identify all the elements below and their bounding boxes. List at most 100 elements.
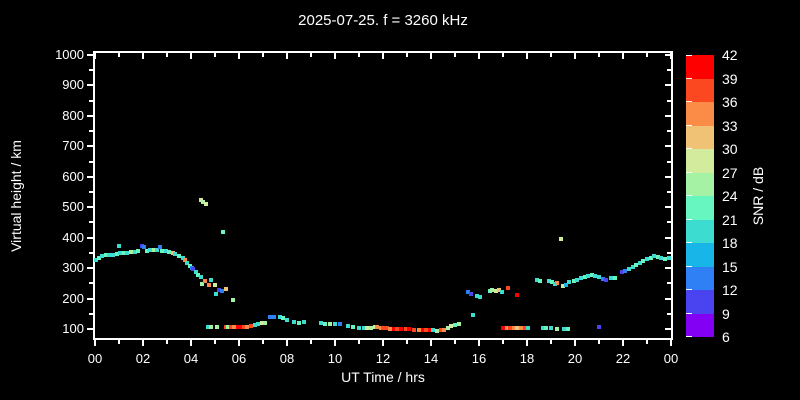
data-point	[399, 327, 403, 332]
data-point	[333, 321, 337, 326]
data-point	[575, 277, 580, 282]
data-point	[493, 288, 498, 293]
data-point	[198, 197, 203, 202]
colorbar-segment	[686, 219, 714, 243]
data-point	[549, 326, 553, 331]
data-point	[216, 288, 221, 293]
colorbar-tick	[686, 336, 692, 337]
x-axis-major-tick	[286, 340, 288, 346]
colorbar-tick-label: 15	[722, 258, 738, 275]
y-axis-minor-tick-right	[667, 191, 671, 193]
data-point	[634, 262, 639, 267]
y-axis-minor-tick-right	[667, 130, 671, 133]
data-point	[519, 326, 523, 331]
data-point	[252, 323, 257, 328]
x-axis-minor-tick	[646, 340, 648, 344]
data-point	[435, 328, 439, 333]
colorbar-tick	[686, 265, 692, 267]
y-axis-major-tick	[87, 297, 93, 300]
x-axis-minor-tick-top	[118, 53, 120, 57]
data-point	[277, 314, 282, 319]
data-point	[372, 324, 377, 329]
data-point	[546, 279, 551, 284]
data-point	[100, 253, 105, 258]
colorbar-segment	[686, 149, 714, 173]
data-point	[203, 278, 208, 283]
data-point	[148, 247, 153, 252]
x-axis-minor-tick	[502, 340, 504, 344]
data-point	[173, 252, 178, 257]
x-axis-major-tick	[670, 340, 672, 346]
data-point	[297, 320, 301, 325]
y-axis-major-tick-right	[665, 267, 671, 270]
data-point	[375, 325, 379, 330]
data-point	[637, 260, 642, 265]
data-point	[522, 326, 527, 331]
data-point	[565, 327, 570, 332]
x-axis-minor-tick	[358, 340, 360, 344]
y-axis-major-tick	[87, 54, 93, 56]
data-point	[117, 244, 121, 249]
y-axis-major-tick-right	[665, 236, 671, 239]
data-point	[417, 327, 421, 332]
x-axis-minor-tick-top	[214, 53, 216, 57]
colorbar-segment	[686, 313, 714, 337]
colorbar-segment	[686, 266, 714, 290]
data-point	[171, 250, 175, 255]
data-point	[571, 279, 576, 284]
colorbar-tick-label: 12	[722, 282, 738, 298]
data-point	[623, 268, 628, 273]
x-axis-minor-tick-top	[358, 53, 360, 57]
data-point	[103, 253, 108, 258]
x-axis-tick-label: 06	[231, 351, 247, 366]
data-point	[185, 260, 190, 265]
colorbar-tick-label: 6	[722, 329, 730, 345]
data-point	[220, 229, 225, 234]
colorbar-tick	[686, 101, 692, 102]
x-axis-tick-label: 22	[615, 351, 631, 366]
data-point	[597, 325, 601, 330]
colorbar-segment	[686, 243, 714, 267]
x-axis-tick-label: 10	[327, 351, 343, 366]
data-point	[160, 248, 165, 253]
y-axis-major-tick-right	[665, 84, 671, 87]
data-point	[593, 274, 598, 279]
data-point	[357, 325, 361, 330]
data-point	[111, 253, 115, 258]
data-point	[337, 321, 342, 326]
y-axis-minor-tick	[89, 282, 93, 285]
data-point	[663, 256, 667, 261]
x-axis-tick-label: 16	[471, 351, 487, 366]
colorbar-tick-label: 33	[722, 117, 738, 134]
data-point	[180, 256, 185, 261]
y-axis-tick-label: 900	[62, 77, 84, 93]
y-axis-minor-tick	[89, 251, 93, 254]
data-point	[652, 253, 657, 258]
x-axis-major-tick-top	[670, 53, 672, 59]
data-point	[107, 252, 112, 257]
data-point	[365, 325, 370, 330]
colorbar-tick-label: 21	[722, 211, 738, 228]
colorbar-segment	[686, 102, 714, 126]
x-axis-minor-tick	[598, 340, 600, 344]
data-point	[586, 274, 591, 279]
data-point	[630, 265, 635, 270]
data-point	[378, 325, 383, 330]
y-axis-major-tick-right	[665, 54, 671, 56]
data-point	[499, 289, 504, 294]
data-point	[114, 252, 119, 257]
y-axis-tick-label: 500	[62, 199, 84, 215]
colorbar-tick-label: 24	[722, 188, 738, 204]
x-axis-major-tick-top	[622, 53, 624, 59]
colorbar-tick	[686, 218, 692, 220]
y-axis-minor-tick	[89, 99, 93, 102]
x-axis-major-tick	[142, 340, 144, 346]
data-point	[263, 320, 268, 325]
y-axis-major-tick-right	[665, 328, 671, 330]
data-point	[609, 276, 613, 281]
data-point	[328, 321, 333, 326]
data-point	[155, 248, 160, 253]
data-point	[177, 253, 181, 258]
colorbar-tick	[686, 195, 692, 196]
data-point	[395, 327, 400, 331]
